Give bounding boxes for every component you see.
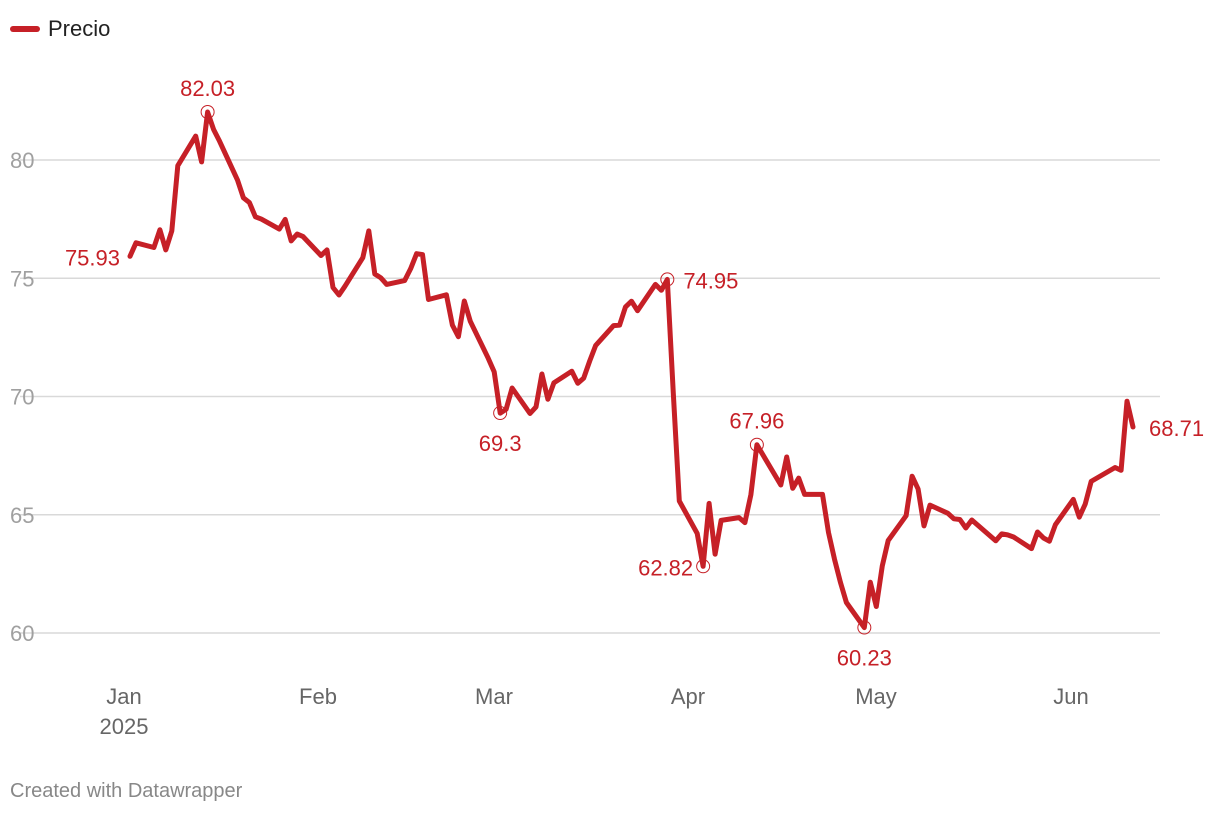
x-tick-label: Jan	[106, 684, 141, 709]
annotation-label: 69.3	[479, 431, 522, 456]
y-tick-label: 75	[10, 266, 34, 291]
y-axis-ticks: 60 65 70 75 80	[10, 148, 34, 646]
annotation-marker	[660, 272, 675, 287]
legend-label: Precio	[48, 16, 111, 41]
annotation-label: 74.95	[683, 268, 738, 293]
legend-swatch	[10, 26, 40, 32]
annotation-label: 75.93	[65, 245, 120, 270]
y-tick-label: 70	[10, 385, 34, 410]
gridlines	[20, 159, 1160, 634]
annotation-marker	[696, 559, 711, 574]
annotation-marker	[749, 437, 764, 452]
annotation-label: 82.03	[180, 76, 235, 101]
x-tick-sublabel: 2025	[100, 714, 149, 739]
line-chart: 60 65 70 75 80 Jan 2025 Feb Mar Apr May Jun 75.93 8…	[10, 76, 1204, 739]
annotation-marker	[493, 406, 508, 421]
annotation-marker	[200, 104, 215, 119]
series-line-precio	[127, 109, 1136, 631]
legend: Precio	[10, 16, 110, 42]
y-tick-label: 60	[10, 621, 34, 646]
y-tick-label: 65	[10, 503, 34, 528]
annotation-label: 62.82	[638, 555, 693, 580]
x-tick-label: Feb	[299, 684, 337, 709]
x-tick-label: May	[855, 684, 897, 709]
annotation-label: 67.96	[729, 409, 784, 434]
annotation-label: 60.23	[837, 646, 892, 671]
x-tick-label: Mar	[475, 684, 513, 709]
footer-credit: Created with Datawrapper	[10, 780, 243, 802]
annotation-marker	[857, 620, 872, 635]
y-tick-label: 80	[10, 148, 34, 173]
x-axis-ticks: Jan 2025 Feb Mar Apr May Jun	[100, 684, 1089, 739]
annotations: 75.93 82.03 69.3 74.95 62.82 67.96 60.23 68.71	[65, 76, 1204, 671]
series-layer	[127, 109, 1136, 631]
x-tick-label: Jun	[1053, 684, 1088, 709]
x-tick-label: Apr	[671, 684, 705, 709]
annotation-label: 68.71	[1149, 416, 1204, 441]
